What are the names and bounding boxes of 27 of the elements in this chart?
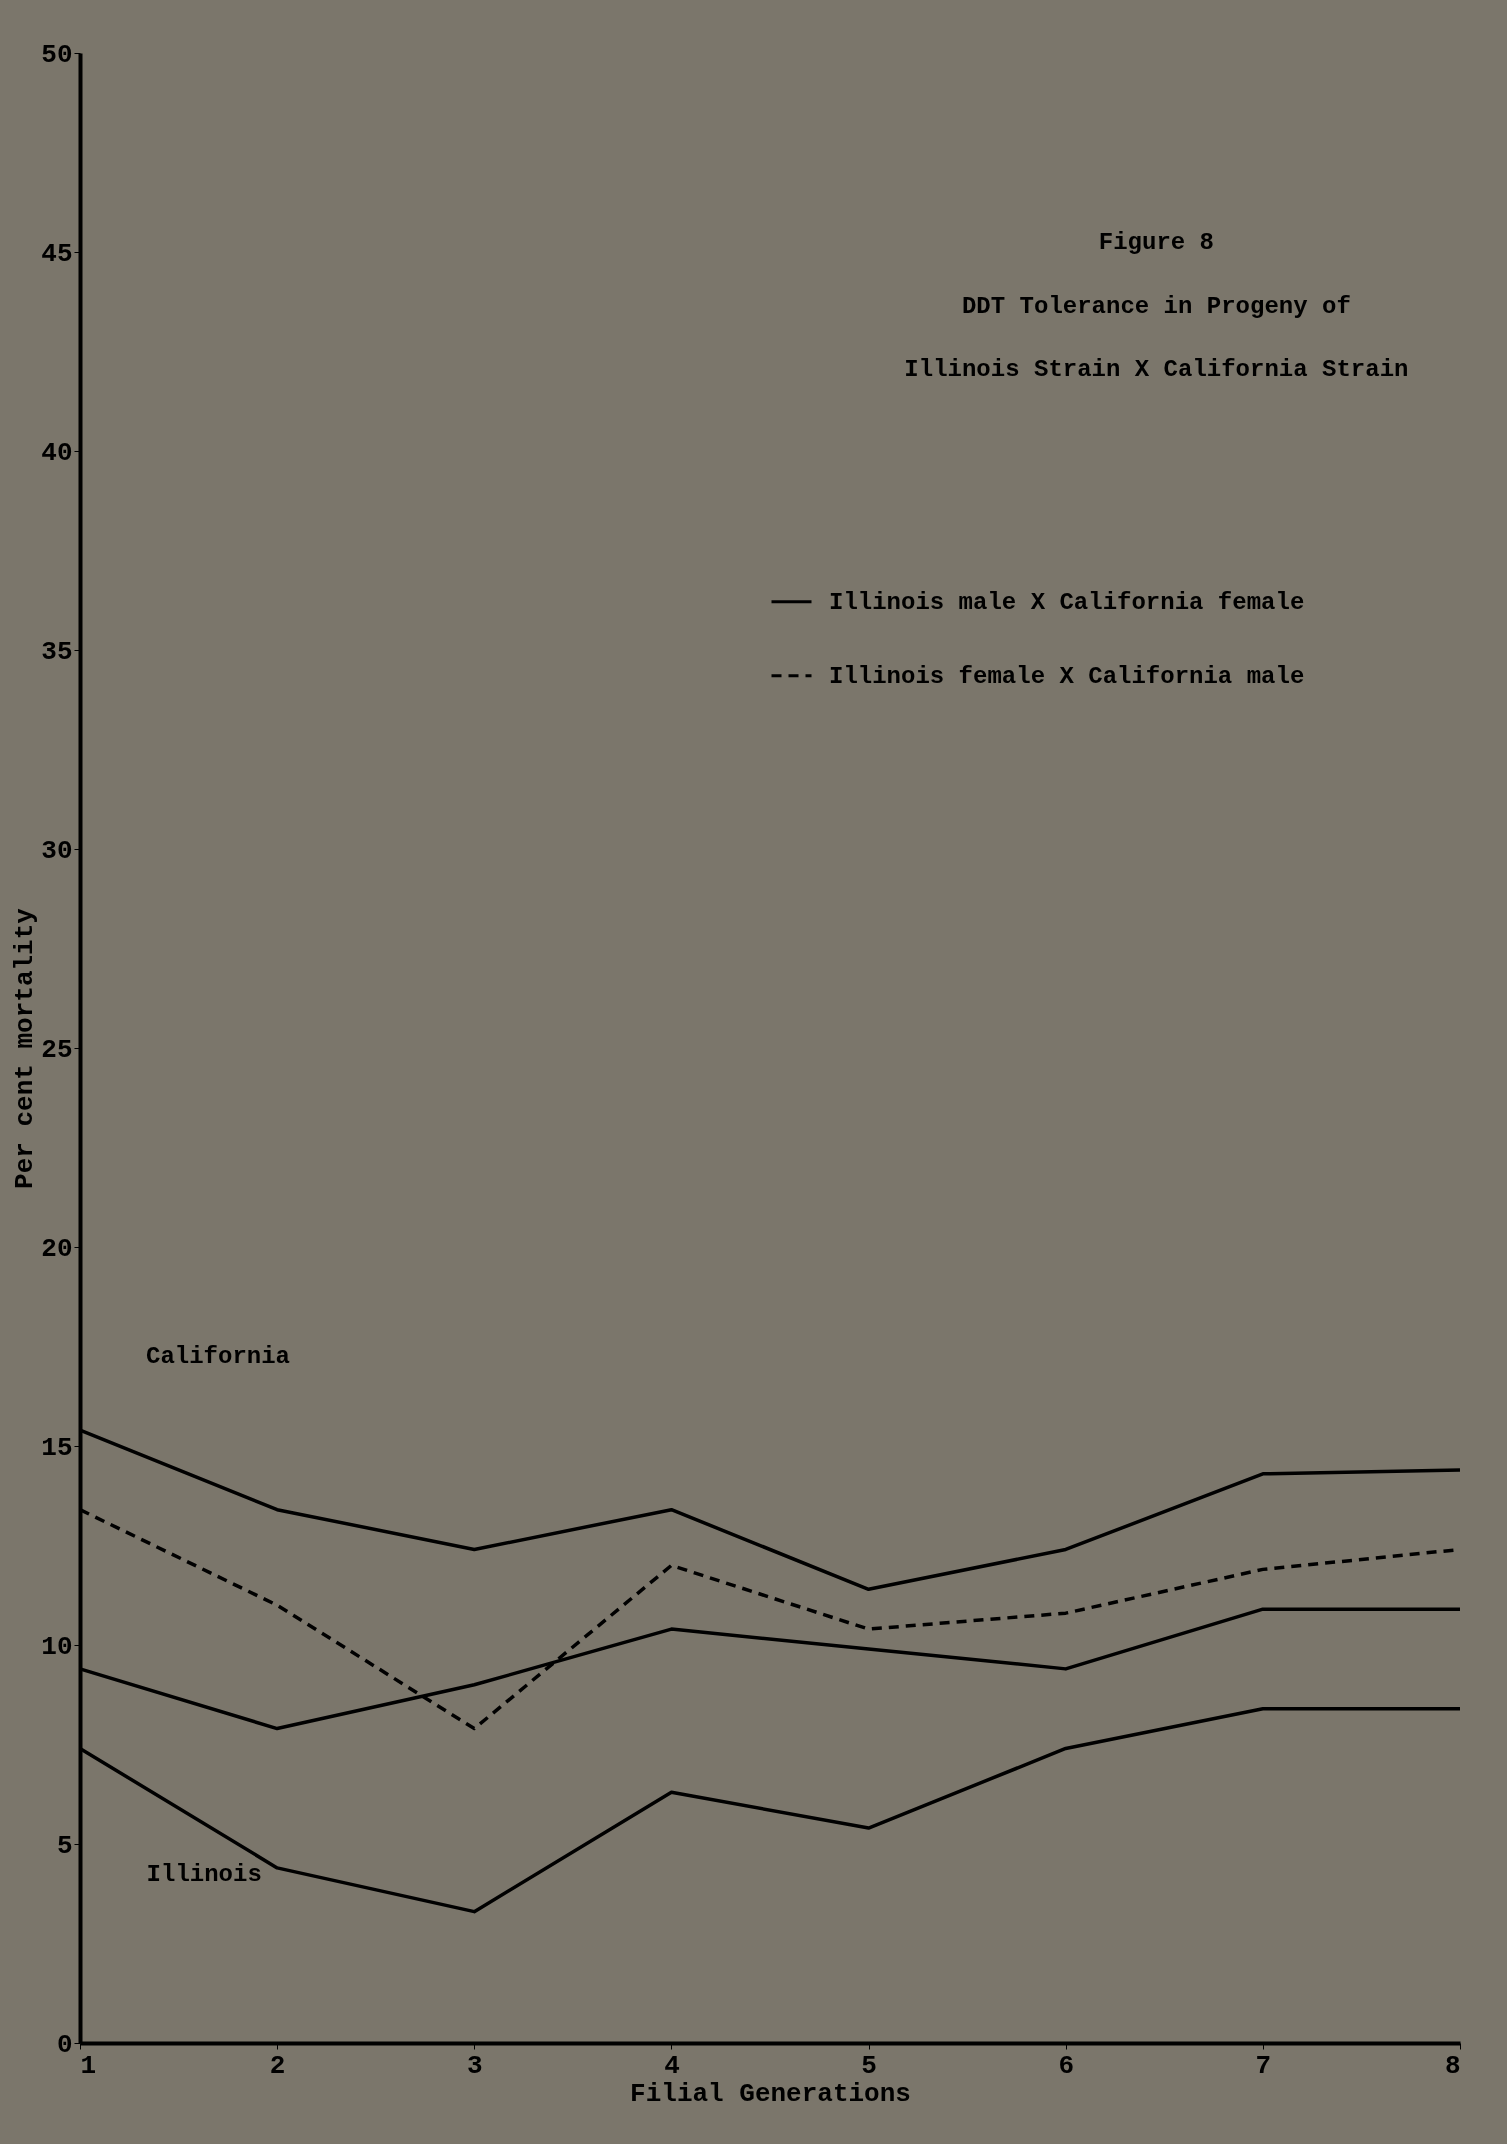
y-tick-label: 10 [41, 1631, 73, 1662]
text: DDT Tolerance in Progeny of Illinois Strain X California Strain [904, 292, 1409, 384]
y-tick-label: 5 [56, 1830, 73, 1861]
y-tick-label: 30 [41, 835, 73, 866]
annotation: Illinois [146, 1860, 262, 1888]
y-tick-label: 0 [56, 2029, 73, 2060]
legend-label: Illinois male X California female [829, 588, 1305, 616]
x-tick-label: 1 [80, 2050, 97, 2081]
legend-label: Illinois female X California male [829, 662, 1305, 690]
x-axis-title: Filial Generations [630, 2078, 911, 2109]
y-tick-label: 45 [41, 238, 73, 269]
x-tick-label: 2 [269, 2050, 286, 2081]
y-axis-title: Per cent mortality [10, 907, 41, 1189]
annotation: California [145, 1343, 291, 1371]
x-tick-label: 4 [664, 2050, 680, 2081]
y-tick-label: 15 [41, 1432, 73, 1463]
y-tick-label: 25 [41, 1034, 73, 1065]
x-tick-label: 7 [1255, 2050, 1272, 2081]
x-tick-label: 5 [861, 2050, 877, 2081]
y-tick-label: 20 [41, 1233, 73, 1264]
y-tick-label: 50 [41, 39, 73, 70]
y-tick-label: 40 [41, 437, 73, 468]
text: Figure 8 [1098, 229, 1215, 257]
y-tick-label: 35 [41, 636, 73, 667]
x-tick-label: 3 [466, 2050, 483, 2081]
x-tick-label: 6 [1058, 2050, 1075, 2081]
x-tick-label: 8 [1444, 2050, 1461, 2081]
